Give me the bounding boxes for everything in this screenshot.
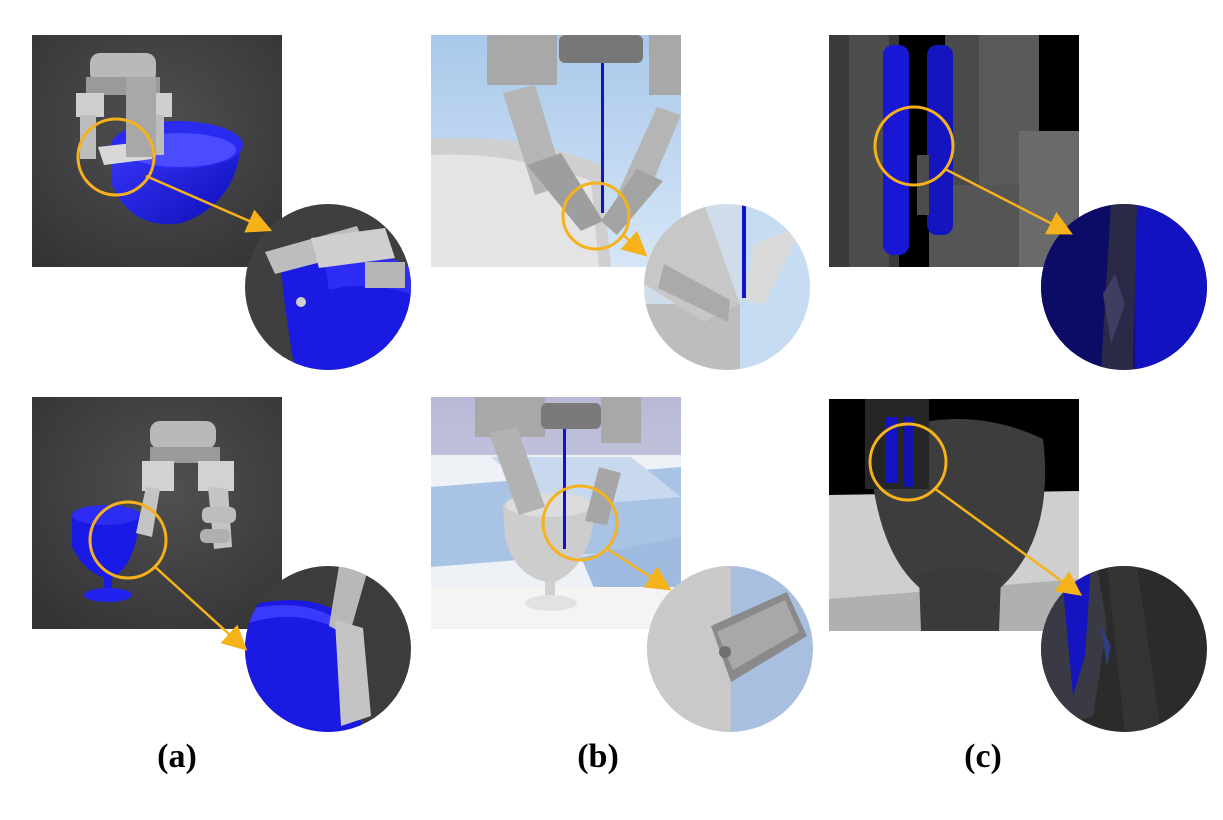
zoom-circle-c-bottom: [1041, 566, 1207, 732]
zoom-circle-a-top: [245, 204, 411, 370]
panel-b-top: [431, 35, 681, 267]
panel-b-bottom: [431, 397, 681, 629]
label-b: (b): [577, 738, 619, 775]
zoom-circle-b-bottom: [647, 566, 813, 732]
zoom-circle-b-top: [644, 204, 810, 370]
panel-a-top: [32, 35, 282, 267]
panel-c-top: [829, 35, 1079, 267]
panel-c-bottom: [829, 399, 1079, 631]
label-a: (a): [157, 738, 197, 775]
zoom-circle-a-bottom: [245, 566, 411, 732]
panel-a-bottom: [32, 397, 282, 629]
label-c: (c): [964, 738, 1002, 775]
zoom-circle-c-top: [1041, 204, 1207, 370]
